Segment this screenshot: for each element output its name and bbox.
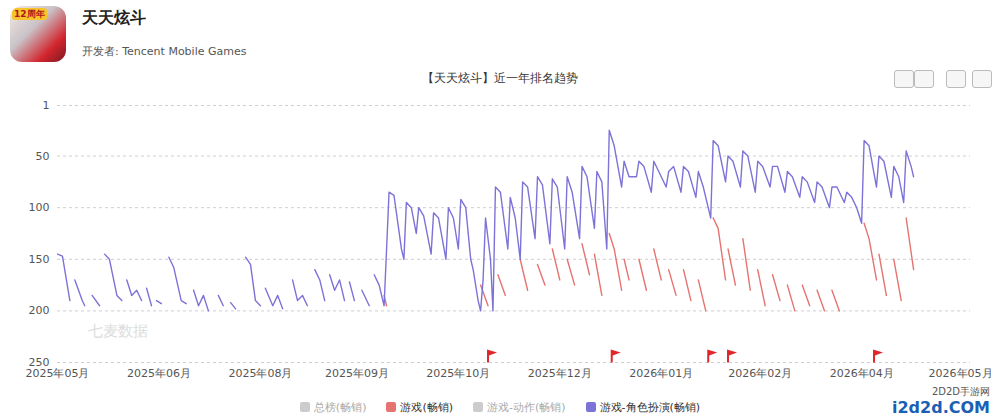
html-text:游戏-动作(畅销): 游戏-动作(畅销)	[487, 401, 566, 414]
html-text:游戏(畅销): 游戏(畅销)	[400, 401, 453, 414]
svg-text:2025年06月: 2025年06月	[127, 367, 191, 380]
svg-text:2025年10月: 2025年10月	[426, 367, 490, 380]
html-text:2D2D手游网: 2D2D手游网	[931, 386, 990, 397]
svg-text:2026年04月: 2026年04月	[830, 367, 894, 380]
html-text:天天炫斗: 天天炫斗	[82, 8, 146, 27]
svg-text:2025年12月: 2025年12月	[528, 367, 592, 380]
svg-text:50: 50	[36, 150, 50, 163]
svg-text:2025年05月: 2025年05月	[26, 367, 90, 380]
html-text:开发者: Tencent Mobile Games: 开发者: Tencent Mobile Games	[82, 45, 247, 58]
html-text:12周年: 12周年	[14, 9, 45, 19]
svg-text:250: 250	[28, 356, 50, 369]
svg-text:2026年02月: 2026年02月	[728, 367, 792, 380]
svg-text:200: 200	[29, 304, 50, 317]
svg-text:2026年05月: 2026年05月	[929, 367, 993, 380]
svg-text:2025年08月: 2025年08月	[228, 367, 292, 380]
svg-text:2025年09月: 2025年09月	[325, 367, 389, 380]
html-text:总榜(畅销): 总榜(畅销)	[313, 401, 367, 414]
html-text:七麦数据: 七麦数据	[88, 322, 148, 340]
svg-text:1: 1	[43, 99, 50, 112]
svg-text:100: 100	[29, 201, 50, 214]
svg-text:2026年01月: 2026年01月	[629, 367, 693, 380]
html-text:【天天炫斗】近一年排名趋势: 【天天炫斗】近一年排名趋势	[422, 71, 578, 85]
svg-text:150: 150	[29, 253, 50, 266]
html-text:游戏-角色扮演(畅销): 游戏-角色扮演(畅销)	[599, 401, 701, 414]
html-text:i2d2d.COM: i2d2d.COM	[892, 398, 990, 417]
